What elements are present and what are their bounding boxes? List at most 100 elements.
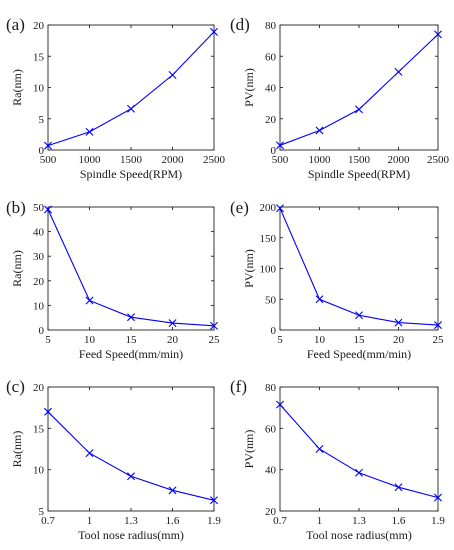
chart-5-xtick-label: 1.3 [352,515,366,527]
chart-4-panel-label: (c) [6,377,25,396]
chart-2-xtick-label: 15 [126,334,138,346]
chart-4-y-axis-title: Ra(nm) [10,431,24,468]
chart-3-data-point-stroke [355,311,363,320]
chart-5-xtick-label: 1.9 [431,515,445,527]
chart-0-x-axis-title: Spindle Speed(RPM) [80,167,182,181]
chart-3-data-point [434,321,442,330]
chart-3-ytick-label: 150 [260,233,277,245]
chart-1-ytick-label: 40 [265,83,277,95]
chart-2-xtick-label: 5 [45,334,51,346]
chart-5-data-point [434,493,442,502]
chart-5-ytick-label: 20 [265,506,277,518]
chart-5-data-point-stroke [355,468,363,477]
chart-3-axes-box [279,206,439,331]
chart-2-data-point [85,296,94,305]
chart-4-x-axis-title: Tool nose radius(mm) [78,528,184,542]
chart-1-ytick-label: 60 [265,51,277,63]
chart-2-ytick-label: 50 [33,202,45,214]
chart-4-xtick-label: 1.9 [207,515,221,527]
chart-4-xtick-label: 1.6 [166,515,180,527]
chart-3-data-point [276,204,284,213]
chart-3-data-point [394,318,403,327]
chart-1-data-point-stroke [315,126,324,135]
chart-5-ytick-label: 80 [265,382,277,394]
chart-1-axes-box [279,24,439,151]
chart-5-data-point [355,468,363,477]
chart-1: (d) 500 1000 1500 2000 2500 0 20 40 60 80 Spindle S… [230,15,450,181]
chart-2-xtick-label: 20 [167,334,179,346]
chart-1-ytick-label: 0 [271,145,277,157]
chart-4-xtick-label: 0.7 [41,515,55,527]
chart-0-xtick-label: 1500 [120,154,143,166]
chart-2: (b) 5 10 15 20 25 0 10 20 30 40 50 Feed Speed(mm/min… [6,198,220,361]
chart-2-xtick-label: 25 [209,334,221,346]
chart-3-data-point [355,311,363,320]
chart-2-data-point-stroke [210,321,218,330]
chart-0-y-axis-title: Ra(nm) [10,69,24,106]
chart-0-ytick-label: 0 [39,145,45,157]
chart-1-data-point [394,67,403,76]
chart-5-xtick-label: 1.6 [392,515,406,527]
chart-1-data-point-stroke [276,141,284,150]
chart-5-panel-label: (f) [230,377,247,396]
chart-1-data-point-stroke [434,30,442,39]
chart-4-ytick-label: 5 [39,506,45,518]
chart-5-y-axis-title: PV(nm) [242,430,256,469]
chart-2-data-point [44,205,52,214]
chart-4-axes-box [47,386,215,512]
chart-5-data-point [315,445,324,453]
chart-1-data-point [355,105,363,114]
chart-1-x-axis-title: Spindle Speed(RPM) [308,167,410,181]
chart-5-ytick-label: 60 [265,423,277,435]
chart-3-xtick-label: 20 [393,334,405,346]
chart-5-data-point-stroke [276,400,284,409]
chart-2-y-axis-title: Ra(nm) [10,250,24,287]
chart-2-ytick-label: 40 [33,227,45,239]
chart-3-xtick-label: 15 [354,334,366,346]
chart-3-ytick-label: 0 [271,325,277,337]
chart-5-data-point-stroke [394,483,403,492]
chart-0-axes-box [47,24,215,151]
chart-0-ytick-label: 5 [39,114,45,126]
chart-2-data-point [210,321,218,330]
chart-4-series-line [47,411,215,501]
chart-4-data-point [85,449,94,458]
chart-3-xtick-label: 10 [314,334,326,346]
chart-5-xtick-label: 1 [317,515,323,527]
chart-4-data-point-stroke [127,472,135,481]
chart-0-data-point [127,104,135,113]
chart-4-data-point-stroke [85,449,94,458]
chart-3-y-axis-title: PV(nm) [242,249,256,288]
chart-2-series-line [47,209,215,327]
chart-4-ytick-label: 10 [33,465,45,477]
chart-3-panel-label: (e) [230,198,249,217]
chart-4-data-point [210,496,218,505]
chart-0-ytick-label: 10 [33,83,45,95]
chart-3-data-point [315,295,324,304]
chart-4-data-point-stroke [210,496,218,505]
chart-4-data-point-stroke [168,486,177,495]
chart-5-ytick-label: 40 [265,465,277,477]
chart-5-axes-box [279,386,439,512]
chart-3-ytick-label: 50 [265,294,277,306]
chart-3-series-line [279,207,439,326]
chart-1-data-point-stroke [394,67,403,76]
chart-5: (f) 0.7 1 1.3 1.6 1.9 20 40 60 80 Tool nose radius… [230,377,445,542]
chart-1-xtick-label: 2000 [388,154,411,166]
chart-4-data-point [127,472,135,481]
chart-5-xtick-label: 0.7 [273,515,287,527]
chart-0-ytick-label: 15 [33,51,45,63]
chart-2-ytick-label: 10 [33,300,45,312]
chart-2-axes-box [47,206,215,331]
chart-0-ytick-label: 20 [33,20,45,32]
chart-1-ytick-label: 20 [265,114,277,126]
chart-2-x-axis-title: Feed Speed(mm/min) [79,347,183,361]
chart-2-ytick-label: 30 [33,251,45,263]
chart-1-xtick-label: 1000 [309,154,332,166]
chart-0-series-line [47,31,215,147]
chart-4-xtick-label: 1.3 [124,515,138,527]
chart-5-data-point [394,483,403,492]
chart-0-panel-label: (a) [6,15,25,34]
chart-2-xtick-label: 10 [84,334,96,346]
